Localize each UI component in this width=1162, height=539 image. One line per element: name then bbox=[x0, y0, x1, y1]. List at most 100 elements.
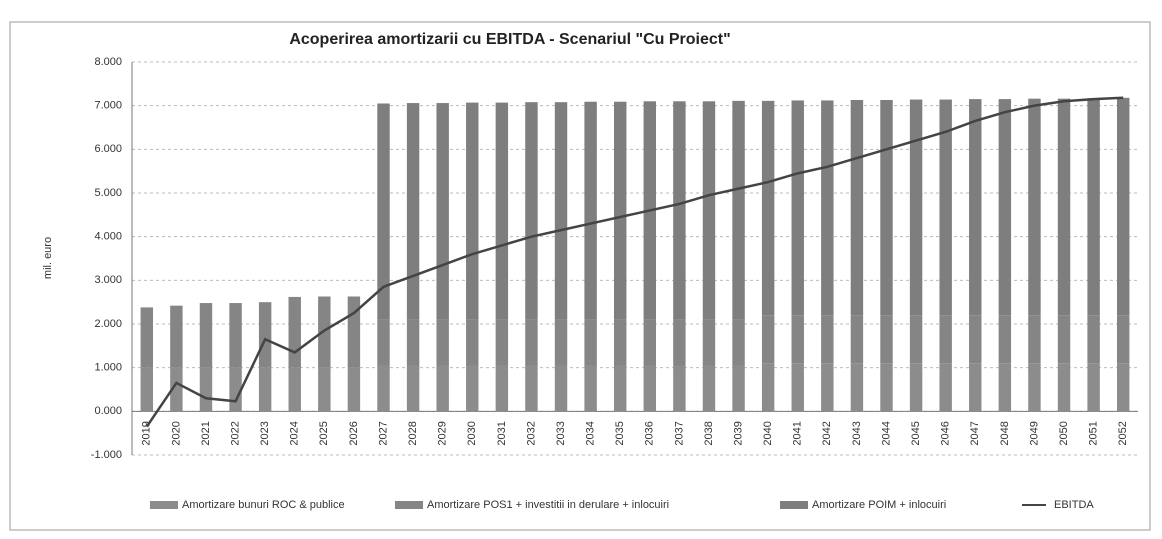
x-tick-label: 2032 bbox=[525, 421, 537, 445]
bar-segment bbox=[909, 315, 923, 364]
bar-segment bbox=[673, 101, 686, 320]
bar-segment bbox=[1057, 98, 1071, 316]
x-tick-label: 2044 bbox=[880, 421, 892, 445]
bar-segment bbox=[613, 319, 627, 366]
bar-segment bbox=[406, 365, 420, 412]
y-tick-label: 0.000 bbox=[94, 405, 122, 417]
bar-segment bbox=[1057, 363, 1071, 412]
bar-segment bbox=[969, 315, 982, 364]
x-tick-label: 2029 bbox=[437, 421, 449, 445]
bar-segment bbox=[998, 363, 1012, 412]
bar-segment bbox=[1087, 363, 1100, 412]
bar-segment bbox=[791, 363, 804, 412]
bar-segment bbox=[1087, 98, 1100, 316]
x-tick-label: 2051 bbox=[1088, 421, 1100, 445]
bar-segment bbox=[140, 367, 154, 412]
x-tick-label: 2035 bbox=[614, 421, 626, 445]
y-tick-label: 1.000 bbox=[94, 362, 122, 374]
bar-segment bbox=[199, 303, 213, 368]
bar-segment bbox=[791, 315, 804, 364]
bar-segment bbox=[466, 365, 479, 412]
chart-frame bbox=[9, 21, 1151, 531]
chart-title: Acoperirea amortizarii cu EBITDA - Scena… bbox=[289, 31, 730, 48]
x-tick-label: 2050 bbox=[1058, 421, 1070, 445]
bar-segment bbox=[1087, 315, 1100, 364]
bar-segment bbox=[436, 319, 449, 366]
x-tick-label: 2034 bbox=[585, 421, 597, 445]
line bbox=[145, 96, 1124, 428]
x-tick-label: 2020 bbox=[170, 421, 182, 445]
bar-segment bbox=[466, 102, 479, 320]
bar-segment bbox=[880, 99, 893, 316]
bar-segment bbox=[140, 307, 154, 368]
bar-segment bbox=[170, 367, 183, 412]
bar-segment bbox=[318, 367, 331, 412]
bar-segment bbox=[821, 315, 834, 364]
bar-segment bbox=[584, 365, 597, 412]
bar-segment bbox=[495, 365, 509, 412]
bar-segment bbox=[761, 315, 775, 364]
bar-segment bbox=[229, 303, 242, 368]
legend-swatch bbox=[150, 501, 178, 509]
bar-segment bbox=[969, 363, 982, 412]
bar-segment bbox=[377, 319, 390, 366]
bar-segment bbox=[673, 319, 686, 366]
x-tick-label: 2025 bbox=[318, 421, 330, 445]
bar-segment bbox=[584, 319, 597, 366]
x-tick-label: 2037 bbox=[673, 421, 685, 445]
bar-segment bbox=[199, 367, 213, 412]
bar-segment bbox=[673, 365, 686, 412]
bar-segment bbox=[761, 363, 775, 412]
x-tick-label: 2040 bbox=[762, 421, 774, 445]
bar-segment bbox=[939, 363, 952, 412]
bar-segment bbox=[939, 315, 952, 364]
x-tick-label: 2045 bbox=[910, 421, 922, 445]
x-tick-label: 2033 bbox=[555, 421, 567, 445]
x-tick-label: 2021 bbox=[200, 421, 212, 445]
x-tick-label: 2039 bbox=[732, 421, 744, 445]
bar-segment bbox=[1028, 315, 1041, 364]
bar-segment bbox=[732, 365, 745, 412]
x-tick-label: 2036 bbox=[644, 421, 656, 445]
bar-segment bbox=[288, 296, 301, 368]
y-tick-label: 3.000 bbox=[94, 274, 122, 286]
bar-segment bbox=[732, 100, 745, 320]
y-tick-label: 4.000 bbox=[94, 231, 122, 243]
y-tick-label: 8.000 bbox=[94, 56, 122, 68]
bar-segment bbox=[377, 103, 390, 320]
x-tick-label: 2027 bbox=[377, 421, 389, 445]
bar-segment bbox=[702, 365, 716, 412]
x-tick-label: 2026 bbox=[348, 421, 360, 445]
bar-segment bbox=[1028, 363, 1041, 412]
bar-segment bbox=[761, 100, 775, 316]
bar-segment bbox=[554, 102, 568, 320]
legend-label: Amortizare POS1 + investitii in derulare… bbox=[427, 499, 669, 511]
bar-segment bbox=[1116, 363, 1130, 412]
bar-segment bbox=[525, 365, 538, 412]
bar-segment bbox=[880, 363, 893, 412]
bar-segment bbox=[850, 363, 864, 412]
bar-segment bbox=[406, 103, 420, 320]
bar-segment bbox=[258, 302, 272, 368]
bar-segment bbox=[377, 365, 390, 412]
legend-swatch bbox=[780, 501, 808, 509]
bar-segment bbox=[466, 319, 479, 366]
legend-label: EBITDA bbox=[1054, 499, 1094, 511]
x-tick-label: 2022 bbox=[229, 421, 241, 445]
bar-segment bbox=[732, 319, 745, 366]
x-tick-label: 2043 bbox=[851, 421, 863, 445]
bar-segment bbox=[613, 365, 627, 412]
bar-segment bbox=[880, 315, 893, 364]
bar-segment bbox=[1028, 98, 1041, 316]
bar-segment bbox=[436, 103, 449, 320]
bar-segment bbox=[821, 363, 834, 412]
x-tick-label: 2046 bbox=[940, 421, 952, 445]
bar-segment bbox=[554, 365, 568, 412]
bar-segment bbox=[791, 100, 804, 316]
bar-segment bbox=[850, 99, 864, 316]
bar-segment bbox=[850, 315, 864, 364]
x-tick-label: 2048 bbox=[999, 421, 1011, 445]
x-tick-label: 2031 bbox=[496, 421, 508, 445]
x-tick-label: 2024 bbox=[289, 421, 301, 445]
